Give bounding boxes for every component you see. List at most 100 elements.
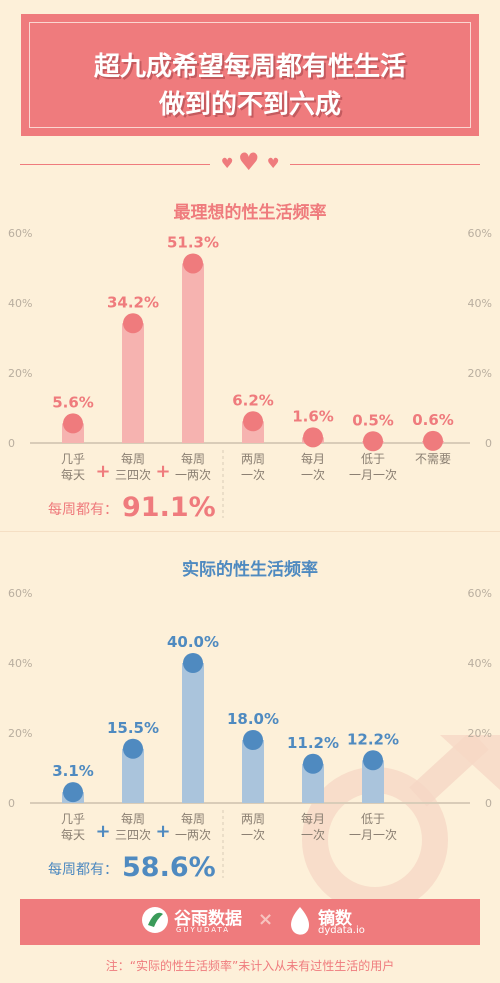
y-tick-label-right: 40% — [468, 657, 492, 670]
data-label-5: 12.2% — [347, 730, 399, 748]
data-label-3: 18.0% — [227, 710, 279, 728]
data-label-2: 51.3% — [167, 233, 219, 251]
bar-point-2 — [183, 653, 203, 673]
bar-point-6 — [423, 430, 443, 451]
bar-5 — [362, 760, 384, 803]
bar-point-1 — [123, 313, 143, 334]
bar-1 — [122, 323, 144, 443]
data-label-0: 3.1% — [52, 762, 94, 780]
bar-2 — [182, 663, 204, 803]
divider-line-right — [290, 164, 480, 165]
chart-ideal: 60% 60% 40% 40% 20% 20% 0 0 5.6% 几乎 每天 34.2% 每周 三四次 51… — [0, 220, 500, 520]
bar-point-3 — [243, 730, 263, 750]
y-tick-label-left: 60% — [8, 587, 32, 600]
logo-dydata-sub: dydata.io — [318, 925, 365, 936]
guyu-logo-icon — [142, 907, 168, 933]
chart-actual: 60% 60% 40% 40% 20% 20% 0 0 3.1% 几乎 每天 15.5% 每周 三四次 40… — [0, 580, 500, 880]
bar-point-1 — [123, 738, 143, 759]
y-tick-label-left: 20% — [8, 727, 32, 740]
chart1-title: 最理想的性生活频率 — [173, 203, 327, 223]
category-label-4: 每月 — [301, 811, 325, 826]
footer-bar — [20, 899, 480, 945]
category-label-5: 低于 — [361, 812, 385, 826]
bar-point-2 — [183, 253, 203, 274]
category-label-5: 一月一次 — [349, 828, 397, 842]
category-label-2: 一两次 — [175, 828, 211, 842]
logo-guyu: 谷雨数据 — [174, 909, 242, 929]
category-label-4: 一次 — [301, 468, 325, 482]
category-label-0: 几乎 — [61, 812, 85, 826]
category-label-1: 三四次 — [115, 828, 151, 842]
y-tick-label-left: 60% — [8, 227, 32, 240]
heart-icon: ♥ — [267, 156, 280, 172]
dydata-logo-icon — [291, 907, 310, 935]
category-label-3: 一次 — [241, 828, 265, 842]
times-sign: × — [258, 909, 274, 930]
category-label-2: 每周 — [181, 811, 205, 826]
category-label-0: 每天 — [61, 827, 85, 842]
chart2-title: 实际的性生活频率 — [182, 560, 318, 580]
title-banner — [21, 14, 479, 136]
bar-4 — [302, 763, 324, 803]
total-value: 91.1% — [122, 492, 216, 520]
data-label-1: 15.5% — [107, 719, 159, 737]
data-label-3: 6.2% — [232, 391, 274, 409]
data-label-1: 34.2% — [107, 293, 159, 311]
divider-line-left — [20, 164, 210, 165]
y-tick-label-right: 0 — [485, 797, 492, 810]
y-tick-label-right: 60% — [468, 227, 492, 240]
category-label-2: 一两次 — [175, 468, 211, 482]
category-label-6: 不需要 — [415, 452, 451, 466]
bar-point-0 — [63, 413, 83, 434]
category-label-2: 每周 — [181, 451, 205, 466]
data-label-4: 11.2% — [287, 734, 339, 752]
category-label-4: 每月 — [301, 451, 325, 466]
category-label-3: 两周 — [241, 812, 265, 826]
logo-guyu-sub: GUYUDATA — [176, 926, 230, 934]
y-tick-label-left: 20% — [8, 367, 32, 380]
category-label-3: 一次 — [241, 468, 265, 482]
data-label-0: 5.6% — [52, 393, 94, 411]
data-label-4: 1.6% — [292, 407, 334, 425]
category-label-4: 一次 — [301, 828, 325, 842]
total-label: 每周都有： — [48, 502, 118, 518]
bar-point-0 — [63, 782, 83, 803]
bar-point-5 — [363, 750, 383, 771]
bar-point-3 — [243, 411, 263, 432]
y-tick-label-left: 0 — [8, 797, 15, 810]
plus-sign-1: + — [155, 821, 170, 842]
y-tick-label-right: 40% — [468, 297, 492, 310]
y-tick-label-right: 0 — [485, 437, 492, 450]
plus-sign-0: + — [95, 821, 110, 842]
category-label-0: 几乎 — [61, 452, 85, 466]
y-tick-label-left: 0 — [8, 437, 15, 450]
bar-1 — [122, 748, 144, 803]
section-divider — [0, 531, 500, 532]
category-label-0: 每天 — [61, 467, 85, 482]
bar-3 — [242, 740, 264, 803]
bar-2 — [182, 263, 204, 443]
page-title-line2: 做到的不到六成 — [158, 90, 341, 120]
category-label-5: 一月一次 — [349, 468, 397, 482]
category-label-1: 每周 — [121, 811, 145, 826]
data-label-6: 0.6% — [412, 411, 454, 429]
bar-point-5 — [363, 431, 383, 452]
title-banner-frame — [29, 22, 471, 128]
heart-icon: ♥ — [221, 156, 234, 172]
bar-point-4 — [303, 753, 323, 774]
category-label-1: 三四次 — [115, 468, 151, 482]
plus-sign-0: + — [95, 461, 110, 482]
total-value: 58.6% — [122, 852, 216, 880]
footnote: 注：“实际的性生活频率”未计入从未有过性生活的用户 — [105, 959, 395, 973]
category-label-5: 低于 — [361, 452, 385, 466]
logo-dydata: 镝数 — [318, 909, 352, 929]
category-label-1: 每周 — [121, 451, 145, 466]
y-tick-label-right: 20% — [468, 727, 492, 740]
heart-icon: ♥ — [238, 148, 260, 176]
data-label-5: 0.5% — [352, 411, 394, 429]
total-label: 每周都有： — [48, 862, 118, 878]
data-label-2: 40.0% — [167, 633, 219, 651]
y-tick-label-right: 20% — [468, 367, 492, 380]
